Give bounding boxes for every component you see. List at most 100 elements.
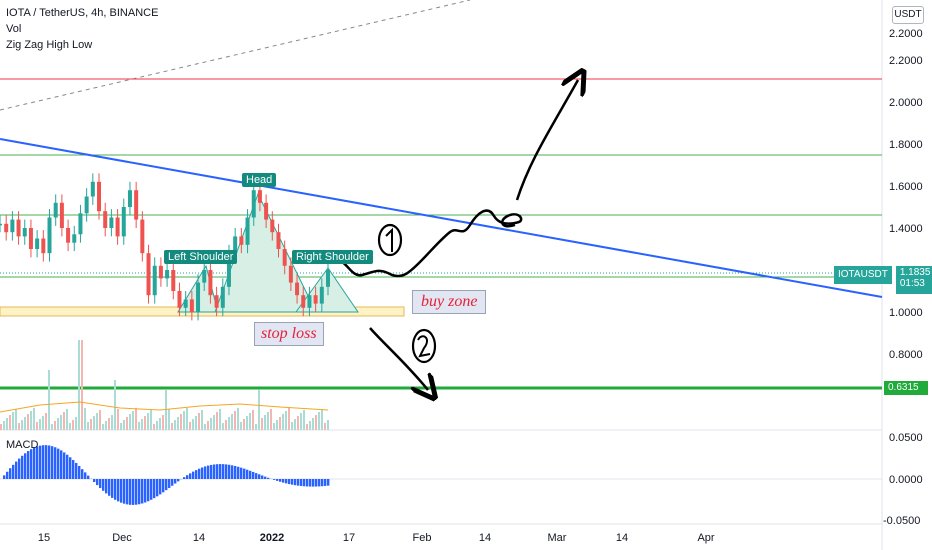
volume-bar [297, 416, 299, 430]
scenario-one-marker [377, 223, 403, 257]
symbol-tag-label: IOTAUSDT [834, 266, 892, 284]
volume-bar [147, 413, 149, 430]
macd-bar [258, 474, 261, 479]
macd-axis: 0.0500 0.0000 -0.0500 [883, 432, 923, 527]
macd-bar [309, 479, 312, 487]
candle-body [276, 232, 281, 249]
candle-body [0, 223, 2, 226]
price-axis: 2.2000 2.2000 2.0000 1.8000 1.6000 1.400… [889, 28, 923, 361]
macd-bar [294, 479, 297, 486]
candle-body [140, 219, 145, 254]
macd-bar [120, 479, 123, 503]
macd-bar [252, 471, 255, 479]
candle-body [239, 236, 244, 245]
macd-bar [237, 466, 240, 479]
macd-bar [324, 479, 327, 486]
macd-bar [9, 468, 12, 479]
macd-bar [264, 476, 267, 479]
macd-bar [96, 479, 99, 486]
symbol-price-tag: IOTAUSDT 1.1835 01:53 [834, 266, 932, 294]
volume-bar [258, 390, 260, 430]
macd-bar [279, 479, 282, 482]
macd-bar [87, 475, 90, 479]
macd-bar [183, 477, 186, 479]
volume-bar [57, 418, 59, 430]
volume-bar [12, 412, 14, 430]
volume-bar [0, 424, 2, 430]
price-tick: 2.2000 [889, 28, 923, 40]
volume-bar [315, 415, 317, 430]
candle-body [28, 228, 33, 249]
volume-bar [231, 414, 233, 430]
volume-bar [183, 411, 185, 430]
macd-bar [246, 469, 249, 479]
volume-bar [135, 408, 137, 430]
candle-body [84, 196, 89, 214]
volume-bar [273, 423, 275, 430]
candle-body [257, 190, 262, 203]
time-tick: 2022 [260, 532, 284, 544]
volume-bar [72, 420, 74, 430]
volume-bar [186, 408, 188, 430]
volume-bar [84, 408, 86, 430]
candle-body [251, 190, 256, 218]
projection-arrow-up [515, 80, 578, 201]
dashed-channel-line [0, 0, 471, 111]
candle-body [53, 202, 58, 218]
volume-bar [141, 419, 143, 430]
price-tick: 1.8000 [889, 139, 923, 151]
candle-body [152, 265, 157, 296]
candle-body [22, 228, 27, 237]
volume-bar [303, 410, 305, 430]
volume-bar [42, 416, 44, 430]
volume-bars [0, 340, 329, 430]
macd-indicator-label[interactable]: MACD [6, 439, 39, 451]
macd-bar [36, 446, 39, 479]
macd-bar [3, 475, 6, 479]
volume-bar [18, 423, 20, 430]
candle-body [245, 217, 250, 245]
time-tick: 14 [479, 532, 491, 544]
volume-bar [198, 413, 200, 430]
price-tick: 2.2000 [889, 55, 923, 67]
volume-bar [129, 414, 131, 430]
macd-bar [318, 479, 321, 487]
macd-bar [240, 467, 243, 479]
volume-bar [78, 340, 80, 430]
macd-tick: 0.0000 [889, 474, 923, 486]
candle-countdown: 01:53 [899, 278, 925, 289]
macd-bar [273, 479, 276, 480]
macd-tick: 0.0500 [889, 432, 923, 444]
price-tick: 2.0000 [889, 97, 923, 109]
volume-bar [36, 422, 38, 430]
time-tick: Dec [112, 532, 132, 544]
volume-bar [144, 416, 146, 430]
support-level-tag: 0.6315 [884, 381, 928, 395]
macd-bar [18, 458, 21, 479]
volume-moving-average [0, 401, 329, 413]
volume-bar [204, 424, 206, 430]
volume-bar [216, 412, 218, 430]
volume-bar [228, 417, 230, 430]
volume-bar [24, 417, 26, 430]
macd-bar [30, 449, 33, 479]
candle-body [295, 282, 300, 296]
time-tick: 14 [616, 532, 628, 544]
volume-bar [207, 421, 209, 430]
volume-bar [150, 410, 152, 430]
volume-bar [294, 419, 296, 430]
volume-indicator-label[interactable]: Vol [6, 23, 22, 35]
macd-bar [177, 479, 180, 482]
zigzag-indicator-label[interactable]: Zig Zag High Low [6, 39, 93, 51]
volume-bar [96, 413, 98, 430]
volume-bar [222, 423, 224, 430]
volume-bar [201, 410, 203, 430]
macd-bar [267, 477, 270, 479]
candle-body [301, 295, 306, 308]
macd-bar [108, 479, 111, 496]
macd-bar [306, 479, 309, 487]
volume-bar [249, 413, 251, 430]
currency-button[interactable]: USDT [892, 6, 924, 24]
macd-bar [321, 479, 324, 487]
volume-bar [180, 414, 182, 430]
